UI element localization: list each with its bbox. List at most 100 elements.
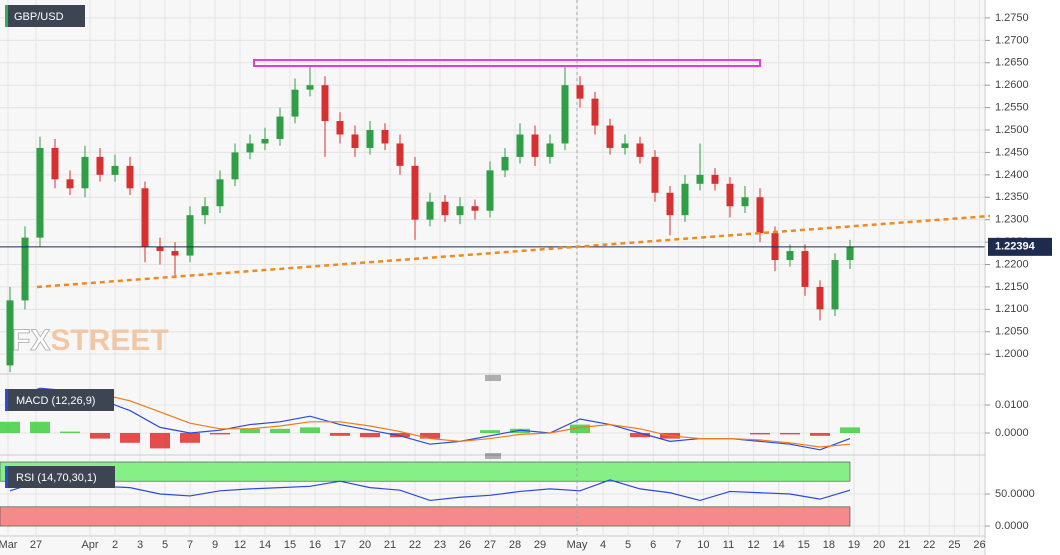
symbol-accent (5, 5, 8, 27)
x-tick-label: 27 (30, 539, 42, 551)
symbol-box[interactable] (5, 5, 85, 27)
candle-body (261, 138, 269, 144)
y-tick-label: 1.2400 (995, 169, 1029, 181)
x-tick-label: 21 (384, 539, 396, 551)
candle-body (291, 89, 299, 117)
candle-body (381, 130, 389, 144)
symbol-label: GBP/USD (14, 11, 64, 23)
macd-histogram-bar (750, 432, 770, 435)
macd-histogram-bar (780, 432, 800, 435)
candle-body (576, 85, 584, 99)
candle-body (426, 201, 434, 220)
y-tick-label: 1.2450 (995, 146, 1029, 158)
candle-body (531, 134, 539, 157)
candle-body (66, 179, 74, 189)
macd-line (9, 391, 851, 448)
y-tick-label: 1.2500 (995, 124, 1029, 136)
x-tick-label: 26 (973, 539, 985, 551)
candle-body (606, 125, 614, 148)
x-tick-label: 3 (137, 539, 143, 551)
candle-body (516, 134, 524, 157)
x-tick-label: 14 (773, 539, 785, 551)
x-tick-label: 16 (309, 539, 321, 551)
candle-body (696, 174, 704, 184)
candle-body (831, 260, 839, 310)
y-tick-label: 1.2150 (995, 281, 1029, 293)
y-tick-label: 1.2000 (995, 348, 1029, 360)
candle-body (786, 251, 794, 261)
macd-box[interactable] (5, 389, 114, 411)
candle-body (6, 300, 14, 366)
candle-body (471, 206, 479, 211)
candle-body (411, 165, 419, 220)
candle-body (681, 183, 689, 216)
y-tick-label: 0.0100 (995, 399, 1029, 411)
macd-histogram-bar (240, 428, 260, 433)
x-tick-label: 12 (747, 539, 759, 551)
y-tick-label: 1.2550 (995, 102, 1029, 114)
macd-histogram-bar (0, 421, 20, 433)
rsi-label: RSI (14,70,30,1) (16, 472, 97, 484)
resistance-zone (253, 59, 761, 67)
candle-body (486, 170, 494, 211)
macd-histogram-bar (480, 430, 500, 433)
y-tick-label: 0.0000 (995, 520, 1029, 532)
candle-body (741, 197, 749, 207)
candle-body (636, 143, 644, 157)
macd-histogram-bar (420, 432, 440, 439)
macd-histogram-bar (360, 432, 380, 438)
y-tick-label: 1.2200 (995, 258, 1029, 270)
x-tick-label: Apr (81, 539, 98, 551)
candle-body (36, 147, 44, 238)
x-tick-label: 7 (675, 539, 681, 551)
rsi-accent (5, 466, 8, 488)
trend-line (36, 214, 991, 289)
macd-histogram-bar (210, 432, 230, 435)
candle-body (726, 183, 734, 207)
panel-handle[interactable] (485, 375, 501, 381)
x-tick-label: 5 (625, 539, 631, 551)
macd-histogram-bar (90, 432, 110, 439)
macd-histogram-bar (630, 432, 650, 438)
candle-body (246, 143, 254, 153)
rsi-band (0, 506, 851, 527)
candle-body (321, 85, 329, 122)
candle-body (186, 215, 194, 256)
y-tick-label: 1.2600 (995, 79, 1029, 91)
x-tick-label: 17 (334, 539, 346, 551)
x-tick-label: 7 (187, 539, 193, 551)
macd-histogram-bar (150, 432, 170, 449)
x-tick-label: 6 (650, 539, 656, 551)
x-tick-label: 23 (434, 539, 446, 551)
y-tick-label: 0.0000 (995, 427, 1029, 439)
x-tick-label: 22 (409, 539, 421, 551)
last-price-box (988, 237, 1052, 256)
y-tick-label: 1.2050 (995, 326, 1029, 338)
x-tick-label: 15 (284, 539, 296, 551)
x-tick-label: 4 (600, 539, 606, 551)
x-tick-label: May (567, 539, 588, 551)
x-tick-label: 5 (162, 539, 168, 551)
candle-body (171, 251, 179, 256)
macd-histogram-bar (330, 432, 350, 436)
macd-histogram-bar (570, 424, 590, 433)
macd-histogram-bar (120, 432, 140, 443)
panel-handle[interactable] (485, 453, 501, 459)
macd-histogram-bar (270, 428, 290, 433)
candle-body (276, 116, 284, 139)
candle-body (21, 237, 29, 301)
axes: Mar 27 Apr 2 3 5 7 9 12 14 15 16 17 20 21 22 23 26 27 28 29 M… (0, 12, 1052, 551)
x-tick-label: 18 (823, 539, 835, 551)
macd-histogram-bar (30, 421, 50, 433)
x-tick-label: 22 (923, 539, 935, 551)
candle-body (216, 179, 224, 207)
candle-body (201, 206, 209, 216)
rsi-band (0, 461, 851, 482)
rsi-box[interactable] (5, 466, 115, 488)
candle-body (801, 251, 809, 287)
x-tick-label: 19 (848, 539, 860, 551)
macd-histogram-bar (300, 427, 320, 433)
candle-body (711, 174, 719, 184)
x-tick-label: 12 (234, 539, 246, 551)
